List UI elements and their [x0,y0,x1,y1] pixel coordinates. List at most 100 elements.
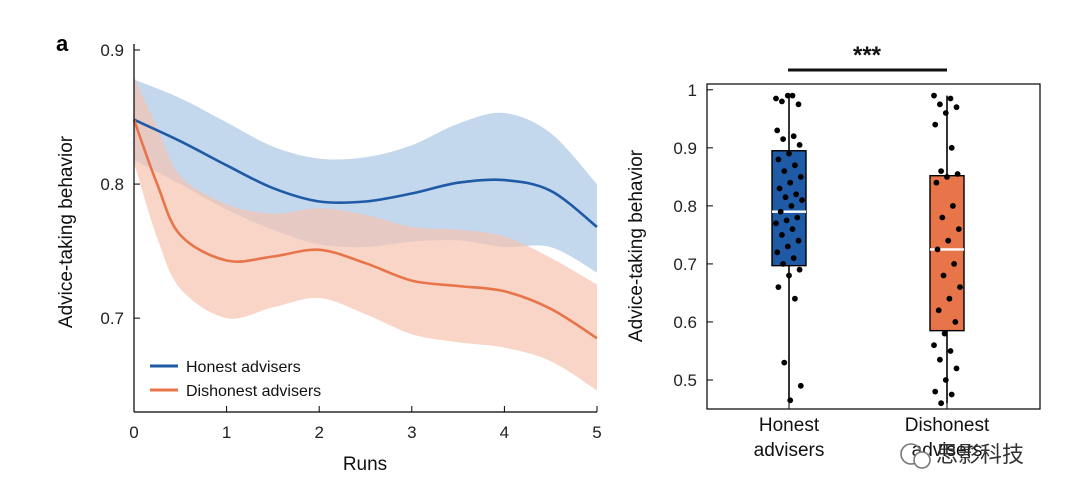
data-point-honest [795,101,802,108]
data-point-honest [773,95,779,102]
data-point-honest [786,272,792,279]
wechat-icon-bubble [913,451,931,469]
significance-label: *** [853,42,882,69]
line-chart-panel: a 0.7 0.8 0.9 0 1 2 3 4 5 Runs Advice-taking beh… [56,31,602,475]
data-point-honest [776,185,783,192]
data-point-honest [784,243,791,250]
data-point-honest [781,168,788,175]
watermark: 思影科技 [900,442,1024,469]
data-point-honest [780,136,786,143]
box-plot-panel: 0.5 0.6 0.7 0.8 0.9 1 *** Advice-taking behav… [626,42,1041,461]
plot-frame [706,83,1041,410]
data-point-dishonest [947,348,954,354]
data-point-dishonest [938,400,944,407]
x-tick-label: 1 [222,423,231,442]
scatter-points [773,92,963,407]
legend-label-honest: Honest advisers [186,359,301,376]
data-point-dishonest [945,237,952,244]
data-point-dishonest [948,391,955,398]
data-point-dishonest [934,246,941,253]
data-point-honest [794,214,801,221]
data-point-dishonest [955,226,962,233]
data-point-dishonest [944,174,950,180]
data-point-dishonest [931,342,937,349]
data-point-honest [774,127,781,134]
data-point-dishonest [952,319,959,325]
x-tick-label: 4 [500,423,509,442]
data-point-dishonest [941,330,948,337]
line-chart-axes: 0.7 0.8 0.9 0 1 2 3 4 5 [100,41,601,442]
y-tick-label: 0.8 [100,175,124,194]
data-point-honest [792,295,798,302]
data-point-dishonest [933,179,940,186]
data-point-honest [787,179,794,186]
series-line-dishonest [132,119,598,340]
series-line-honest [133,118,598,229]
data-point-dishonest [953,104,960,111]
data-point-honest [792,162,798,169]
data-point-honest [790,255,797,261]
x-tick-label: 3 [407,423,416,442]
ci-band-honest [134,79,597,273]
data-point-honest [799,197,805,204]
y-axis-label-box: Advice-taking behavior [626,149,647,342]
data-point-honest [773,220,779,227]
data-point-dishonest [935,307,942,314]
legend: Honest advisers Dishonest advisers [150,359,321,400]
category-label-dishonest-line1: Dishonest [905,415,990,436]
data-point-honest [775,284,782,290]
data-point-dishonest [939,214,946,221]
y-tick-label: 0.6 [673,313,697,332]
data-point-dishonest [942,377,949,383]
legend-label-dishonest: Dishonest advisers [186,383,321,400]
data-point-honest [774,249,781,256]
data-point-dishonest [931,92,937,99]
data-point-dishonest [953,365,960,372]
box-dishonest [929,174,965,332]
data-point-dishonest [947,95,954,102]
data-point-dishonest [940,272,947,279]
data-point-honest [796,142,803,148]
data-point-honest [797,382,804,389]
data-point-dishonest [932,388,939,395]
data-point-dishonest [942,110,949,116]
y-tick-label: 0.7 [673,255,697,274]
data-point-honest [789,226,796,233]
category-label-honest-line1: Honest [759,415,820,436]
y-tick-label: 0.7 [100,309,124,328]
data-point-dishonest [938,168,944,175]
y-tick-label: 0.5 [673,371,697,390]
data-point-dishonest [937,101,943,108]
panel-label: a [56,31,69,56]
data-point-honest [788,203,795,209]
data-point-honest [781,359,788,366]
data-point-dishonest [937,356,943,363]
data-point-honest [782,194,789,201]
y-tick-label: 0.8 [673,197,697,216]
data-point-dishonest [932,121,939,128]
series-lines [132,118,598,340]
data-point-honest [783,217,790,224]
data-point-honest [795,237,802,244]
data-point-dishonest [948,144,955,151]
data-point-honest [787,397,794,404]
data-point-honest [786,150,792,157]
data-point-dishonest [946,295,953,302]
y-tick-label: 1 [688,81,697,100]
data-point-honest [777,208,784,215]
box-plot-axes: 0.5 0.6 0.7 0.8 0.9 1 [673,81,948,409]
x-tick-label: 2 [314,423,323,442]
data-point-dishonest [951,261,957,267]
data-point-dishonest [957,284,963,290]
x-axis-label: Runs [343,454,387,475]
watermark-text: 思影科技 [936,442,1024,467]
data-point-honest [789,92,796,99]
data-point-honest [775,156,782,163]
data-point-honest [793,191,799,198]
ci-band-dishonest [134,76,597,391]
data-point-honest [796,266,803,273]
data-point-honest [779,232,785,238]
confidence-bands [134,76,597,391]
data-point-honest [797,174,804,180]
